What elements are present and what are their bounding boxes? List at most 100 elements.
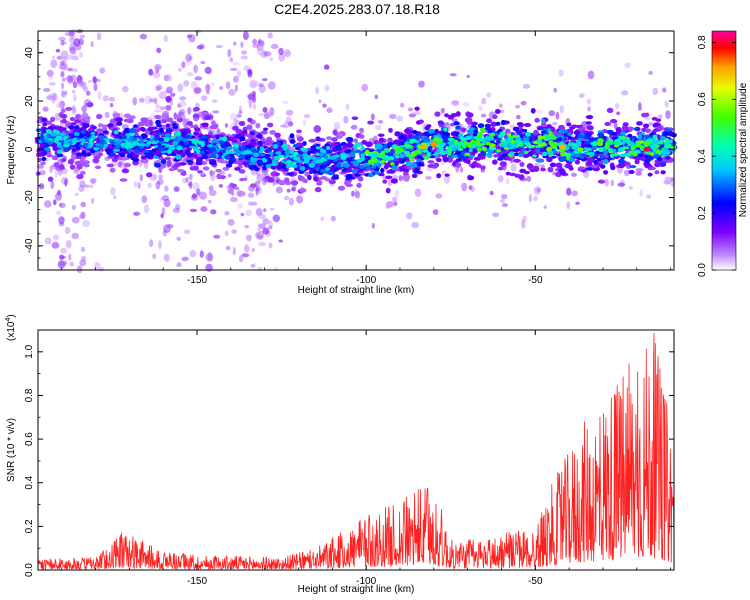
heatmap-cell: [207, 200, 212, 204]
heatmap-cell: [126, 118, 134, 124]
heatmap-cell: [597, 138, 604, 144]
heatmap-cell: [96, 32, 102, 41]
heatmap-cell: [257, 38, 262, 44]
x-tick-label: -100: [356, 275, 376, 286]
heatmap-cell: [256, 173, 264, 182]
heatmap-cell: [665, 110, 671, 120]
heatmap-cell: [445, 122, 450, 126]
heatmap-cell: [439, 142, 445, 148]
heatmap-cell: [69, 261, 75, 267]
heatmap-cell: [655, 149, 661, 154]
heatmap-cell: [492, 114, 498, 119]
heatmap-cell: [642, 123, 650, 129]
heatmap-cell: [37, 164, 44, 169]
heatmap-cell: [560, 151, 566, 157]
heatmap-cell: [269, 57, 274, 62]
heatmap-cell: [141, 143, 146, 147]
heatmap-cell: [644, 128, 652, 133]
heatmap-cell: [536, 109, 543, 114]
heatmap-cell: [584, 133, 591, 139]
heatmap-cell: [582, 171, 590, 179]
heatmap-cell: [196, 149, 201, 154]
heatmap-cell: [81, 255, 87, 262]
heatmap-cell: [298, 170, 305, 174]
heatmap-cell: [413, 168, 420, 174]
heatmap-cell: [641, 112, 647, 118]
heatmap-cell: [493, 154, 499, 158]
heatmap-cell: [278, 53, 286, 62]
heatmap-cell: [523, 140, 528, 144]
heatmap-cell: [41, 156, 47, 162]
heatmap-cell: [158, 91, 167, 100]
heatmap-cell: [586, 160, 592, 166]
snr-frame: [37, 329, 675, 571]
heatmap-cell: [476, 147, 483, 152]
heatmap-cell: [233, 118, 238, 127]
heatmap-cell: [404, 141, 410, 145]
heatmap-cell: [538, 143, 545, 147]
heatmap-cell: [289, 154, 295, 158]
heatmap-cell: [406, 212, 413, 220]
heatmap-cell: [137, 121, 146, 127]
heatmap-cell: [585, 121, 592, 125]
heatmap-cell: [468, 185, 473, 190]
heatmap-cell: [302, 153, 309, 158]
heatmap-cell: [260, 130, 268, 135]
heatmap-cell: [501, 119, 506, 126]
heatmap-cell: [546, 156, 553, 163]
heatmap-cell: [614, 138, 622, 144]
heatmap-cell: [59, 132, 67, 136]
heatmap-cell: [186, 121, 193, 126]
heatmap-cell: [388, 150, 396, 154]
heatmap-cell: [586, 98, 592, 105]
heatmap-cell: [172, 124, 179, 130]
heatmap-cell: [168, 167, 175, 172]
heatmap-cell: [657, 114, 663, 119]
heatmap-cell: [308, 163, 315, 169]
colorbar-tick-label: 0.8: [697, 35, 708, 49]
heatmap-cell: [139, 174, 143, 182]
heatmap-cell: [76, 173, 84, 180]
heatmap-cell: [241, 145, 247, 150]
heatmap-cell: [447, 148, 453, 154]
heatmap-cell: [182, 177, 188, 184]
heatmap-cell: [345, 174, 353, 180]
heatmap-cell: [345, 103, 350, 111]
heatmap-cell: [200, 206, 208, 212]
heatmap-cell: [395, 149, 402, 155]
heatmap-cell: [472, 148, 479, 154]
heatmap-cell: [548, 140, 554, 146]
heatmap-cell: [226, 146, 233, 150]
heatmap-cell: [360, 145, 365, 151]
heatmap-cell: [620, 90, 629, 96]
heatmap-cell: [71, 216, 80, 224]
heatmap-cell: [172, 141, 178, 146]
heatmap-cell: [391, 196, 398, 203]
heatmap-cell: [265, 140, 273, 146]
heatmap-cell: [132, 97, 138, 106]
heatmap-cell: [377, 119, 384, 124]
heatmap-cell: [224, 123, 228, 128]
heatmap-cell: [385, 187, 391, 194]
heatmap-cell: [416, 158, 422, 163]
heatmap-cell: [368, 172, 374, 178]
heatmap-cell: [79, 259, 87, 267]
heatmap-cell: [147, 182, 152, 189]
heatmap-cell: [535, 158, 543, 163]
heatmap-cell: [502, 203, 508, 208]
heatmap-cell: [399, 145, 406, 148]
heatmap-cell: [324, 84, 330, 92]
heatmap-cell: [93, 147, 100, 151]
heatmap-cell: [443, 132, 450, 136]
heatmap-cell: [256, 48, 265, 56]
heatmap-cell: [547, 166, 554, 173]
heatmap-cell: [620, 131, 627, 136]
heatmap-cell: [276, 151, 281, 155]
heatmap-cell: [281, 164, 288, 170]
heatmap-cell: [237, 110, 241, 118]
heatmap-cell: [551, 155, 557, 159]
heatmap-cell: [634, 126, 641, 132]
heatmap-cell: [464, 117, 473, 123]
heatmap-cell: [80, 246, 86, 253]
heatmap-cell: [277, 154, 285, 158]
